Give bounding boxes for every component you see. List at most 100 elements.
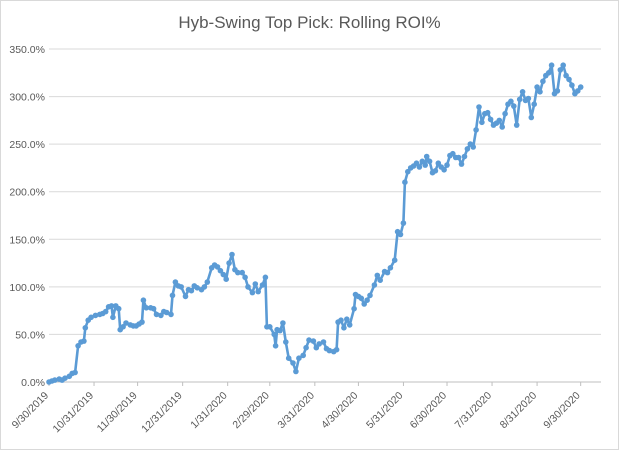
data-point (326, 347, 333, 354)
data-point (534, 84, 540, 90)
data-point (306, 337, 312, 343)
data-point (283, 339, 289, 345)
data-point (487, 116, 494, 123)
data-point (537, 89, 543, 95)
data-point (150, 305, 157, 312)
y-tick-label: 150.0% (9, 234, 45, 246)
data-point (545, 70, 552, 76)
data-point (563, 72, 569, 79)
data-point (217, 267, 224, 274)
x-tick-label: 11/30/2019 (95, 390, 140, 435)
data-point (115, 305, 122, 312)
data-point (364, 297, 370, 304)
data-point (432, 168, 439, 174)
data-point (169, 292, 176, 299)
data-point (139, 319, 145, 325)
data-point (358, 295, 365, 302)
data-point (464, 146, 471, 152)
data-point (508, 98, 514, 105)
data-point (296, 355, 302, 362)
data-point (223, 276, 229, 283)
data-point (267, 324, 273, 330)
data-point (461, 153, 468, 160)
data-point (239, 269, 245, 276)
data-point (499, 124, 506, 130)
data-point (285, 355, 292, 362)
data-point (229, 251, 235, 258)
data-point (245, 284, 251, 290)
data-point (473, 127, 479, 133)
y-tick-label: 200.0% (9, 187, 45, 199)
data-point (320, 339, 327, 345)
data-point (413, 160, 420, 166)
data-point (81, 338, 87, 344)
data-point (204, 279, 211, 285)
series-roi (46, 62, 584, 385)
gridlines (49, 48, 601, 383)
data-point (271, 331, 278, 338)
data-point (419, 158, 426, 165)
data-point (303, 344, 309, 351)
x-tick-label: 10/31/2019 (51, 390, 97, 436)
data-point (280, 320, 286, 326)
data-point (371, 282, 378, 288)
data-point (92, 312, 99, 319)
data-point (402, 179, 408, 185)
x-tick-label: 9/30/2019 (10, 390, 52, 432)
data-point (479, 119, 485, 126)
data-point (262, 274, 269, 281)
data-point (272, 343, 279, 349)
data-point (300, 352, 307, 359)
data-point (519, 89, 526, 95)
data-point (341, 325, 347, 331)
data-point (201, 284, 208, 290)
data-point (458, 161, 465, 167)
data-point (290, 360, 296, 366)
data-point (405, 168, 411, 175)
data-point (338, 317, 344, 324)
data-point (444, 162, 450, 168)
data-point (377, 277, 384, 284)
data-point (172, 279, 179, 285)
data-point (367, 292, 373, 299)
data-point (426, 158, 433, 165)
data-point (182, 293, 189, 300)
data-point (120, 324, 126, 330)
data-point (252, 281, 259, 287)
data-point (569, 82, 575, 88)
data-point (158, 312, 164, 319)
data-point (293, 368, 299, 375)
data-point (188, 287, 195, 294)
data-point (496, 117, 503, 124)
y-tick-label: 300.0% (9, 92, 45, 104)
data-point (344, 316, 350, 323)
data-point (361, 301, 368, 307)
y-tick-label: 250.0% (9, 139, 45, 151)
data-point (531, 101, 537, 107)
data-point (351, 305, 357, 312)
data-point (516, 96, 523, 103)
x-tick-label: 12/31/2019 (139, 390, 185, 436)
data-point (540, 78, 546, 85)
data-point (391, 257, 398, 264)
x-tick-label: 4/30/2020 (319, 390, 361, 432)
x-tick-label: 5/31/2020 (364, 390, 406, 432)
data-point (52, 377, 58, 383)
data-point (194, 285, 200, 291)
data-point (235, 269, 241, 276)
data-point (82, 325, 89, 331)
data-point (277, 327, 283, 334)
x-tick-label: 6/30/2020 (408, 390, 450, 432)
data-point (88, 314, 94, 321)
data-point (476, 104, 482, 110)
data-point (560, 62, 566, 68)
data-point (214, 264, 221, 270)
data-point (108, 303, 115, 309)
data-point (450, 150, 456, 157)
data-point (513, 122, 520, 128)
chart-title: Hyb-Swing Top Pick: Rolling ROI% (178, 13, 441, 32)
data-point (400, 220, 407, 226)
